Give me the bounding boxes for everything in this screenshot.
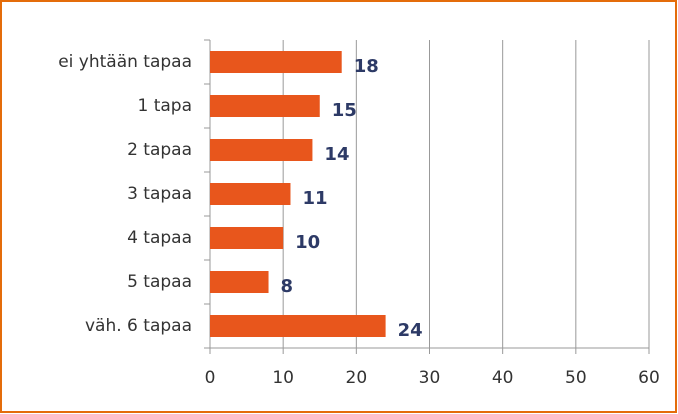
bar: [210, 227, 284, 249]
data-label: 15: [332, 100, 357, 121]
data-label: 18: [354, 56, 379, 77]
y-tick-label: 5 tapaa: [127, 272, 192, 292]
y-tick-label: 4 tapaa: [127, 228, 192, 248]
x-tick-label: 10: [272, 368, 294, 388]
y-tick-label: 3 tapaa: [127, 184, 192, 204]
x-tick-label: 50: [565, 368, 587, 388]
x-tick-label: 40: [492, 368, 514, 388]
bar: [210, 271, 269, 293]
data-label: 10: [295, 232, 320, 253]
x-tick-label: 60: [638, 368, 660, 388]
y-tick-label: 2 tapaa: [127, 140, 192, 160]
x-tick-label: 0: [205, 368, 216, 388]
data-label: 11: [302, 188, 327, 209]
y-tick-label: 1 tapa: [137, 96, 192, 116]
x-tick-label: 20: [346, 368, 368, 388]
bar: [210, 51, 342, 73]
x-tick-label: 30: [419, 368, 441, 388]
data-label: 8: [281, 276, 294, 297]
y-tick-label: väh. 6 tapaa: [85, 316, 192, 336]
bar: [210, 183, 291, 205]
bar: [210, 95, 320, 117]
data-label: 14: [324, 144, 349, 165]
data-label: 24: [398, 320, 423, 341]
bar: [210, 139, 313, 161]
y-tick-label: ei yhtään tapaa: [58, 52, 192, 72]
bar: [210, 315, 386, 337]
